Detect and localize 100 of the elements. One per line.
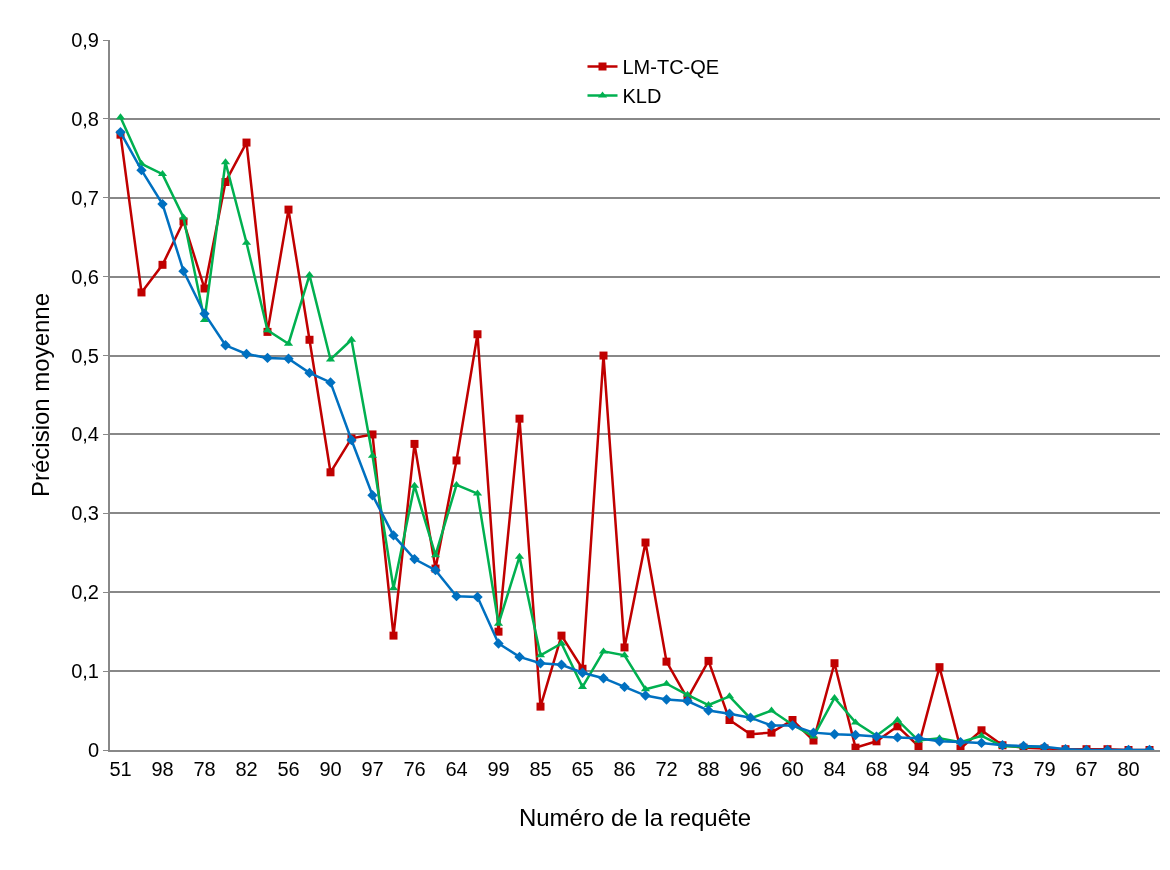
point [220,340,231,351]
point [767,728,776,737]
x-tick-label: 95 [949,758,972,780]
x-tick-label: 85 [529,758,552,780]
y-tick-label: 0,6 [71,265,99,288]
point [452,456,461,465]
y-tick-label: 0 [87,739,99,761]
point [851,743,860,750]
point [556,659,567,670]
point [304,367,315,379]
y-tick-label: 0,8 [71,107,99,130]
point [284,205,293,214]
point [473,330,482,339]
x-tick-label: 80 [1117,758,1140,780]
point [766,720,777,731]
point [682,695,693,707]
point [178,265,189,277]
point [262,352,273,364]
x-tick-label: 56 [277,758,300,780]
point [199,308,210,319]
point [704,656,713,665]
x-tick-label: 90 [319,758,342,780]
point [661,694,672,705]
point [157,198,168,210]
point [703,705,714,716]
point [409,553,420,565]
y-tick-label: 0,1 [71,660,99,683]
point [451,590,462,602]
y-tick-label: 0,4 [71,423,99,446]
x-axis-title: Numéro de la requête [518,803,752,831]
point [136,164,147,176]
x-tick-label: 79 [1033,758,1056,780]
point [535,658,546,669]
x-tick-label: 51 [109,758,132,780]
legend-label: KLD [622,85,662,108]
point [557,631,566,640]
x-tick-label: 60 [781,758,804,780]
point [515,414,524,423]
point [724,708,735,719]
x-tick-label: 76 [403,758,426,780]
point [283,353,294,364]
x-tick-label: 97 [361,758,384,780]
y-tick-label: 0,9 [71,29,99,51]
point [389,631,398,640]
point [536,702,545,711]
point [514,651,525,663]
point [494,627,503,636]
point [830,659,839,668]
point [241,348,252,360]
y-tick-label: 0,2 [71,581,99,604]
point [410,439,419,448]
legend-label: LM-TC-QE [622,56,720,79]
point [242,138,251,147]
x-tick-label: 64 [445,758,468,780]
x-tick-label: 84 [823,758,846,780]
x-tick-label: 65 [571,758,594,780]
point [892,732,903,743]
point [577,667,588,678]
x-tick-label: 96 [739,758,762,780]
x-tick-label: 88 [697,758,720,780]
point [598,673,609,684]
point [620,643,629,652]
point [934,736,945,747]
y-tick-label: 0,3 [71,502,99,525]
y-tick-label: 0,5 [71,344,99,367]
point [871,731,882,742]
y-axis-title: Précision moyenne [26,292,54,498]
point [368,430,377,439]
point [977,726,986,735]
point [662,657,671,666]
point [367,489,378,501]
point [325,377,336,388]
x-tick-label: 72 [655,758,678,780]
y-tick-label: 0,7 [71,186,99,209]
point [746,730,755,739]
point [137,288,146,297]
x-tick-label: 99 [487,758,510,780]
point [641,538,650,547]
point [935,663,944,672]
point [158,260,167,269]
point [305,335,314,344]
point [619,681,630,693]
point [976,737,987,749]
x-tick-label: 78 [193,758,216,780]
point [829,729,840,740]
point [787,720,798,731]
x-tick-label: 67 [1075,758,1098,780]
point [640,690,651,701]
x-tick-label: 68 [865,758,888,780]
x-tick-label: 98 [151,758,174,780]
x-tick-label: 82 [235,758,258,780]
point [850,729,861,741]
point [599,351,608,360]
point [472,591,483,603]
point [326,468,335,477]
x-tick-label: 94 [907,758,930,780]
x-tick-label: 73 [991,758,1014,780]
point [493,638,504,649]
point [388,530,399,541]
point [808,727,819,738]
